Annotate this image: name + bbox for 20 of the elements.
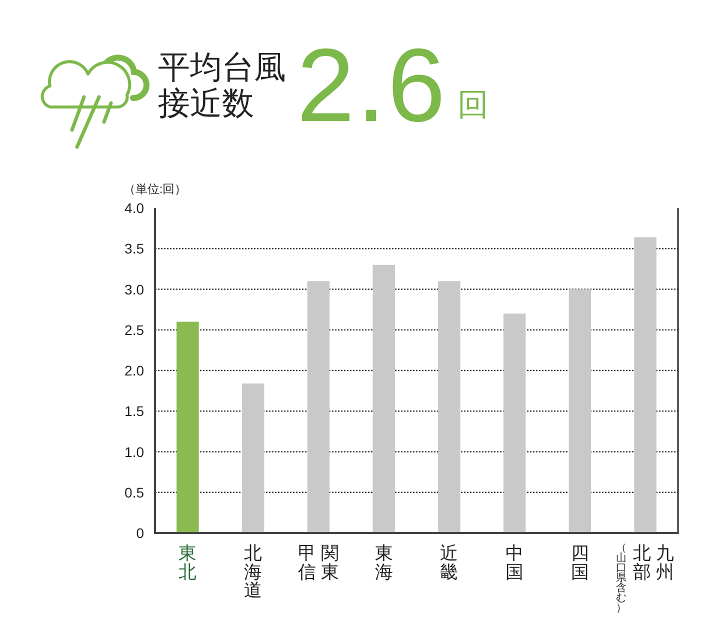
y-tick-label: 1.5 xyxy=(124,403,144,420)
y-axis-title: （単位:回） xyxy=(123,182,187,196)
text: 回 xyxy=(457,86,488,122)
y-tick-label: 0.5 xyxy=(124,484,144,500)
x-tick-label: 東海 xyxy=(374,543,394,583)
y-tick-label: 1.0 xyxy=(124,444,144,460)
y-tick-label: 3.5 xyxy=(124,240,144,257)
x-tick-label: 東北 xyxy=(178,543,198,583)
chart-subtitle: 2.6 xyxy=(296,28,448,144)
y-tick-label: 4.0 xyxy=(124,200,144,216)
y-tick-label: 3.0 xyxy=(124,281,144,298)
x-tick-label: 近畿 xyxy=(440,543,459,583)
x-tick-label: 北海道 xyxy=(244,543,263,602)
x-tick-label: 関東甲信 xyxy=(297,543,340,583)
x-tick-label: 中国 xyxy=(505,543,524,583)
chart-title: 平均台風接近数 xyxy=(158,48,287,122)
y-tick-label: 2.0 xyxy=(124,362,144,378)
x-tick-label: 四国 xyxy=(570,543,590,583)
y-tick-label: 0 xyxy=(136,525,144,541)
y-tick-label: 2.5 xyxy=(124,322,144,338)
